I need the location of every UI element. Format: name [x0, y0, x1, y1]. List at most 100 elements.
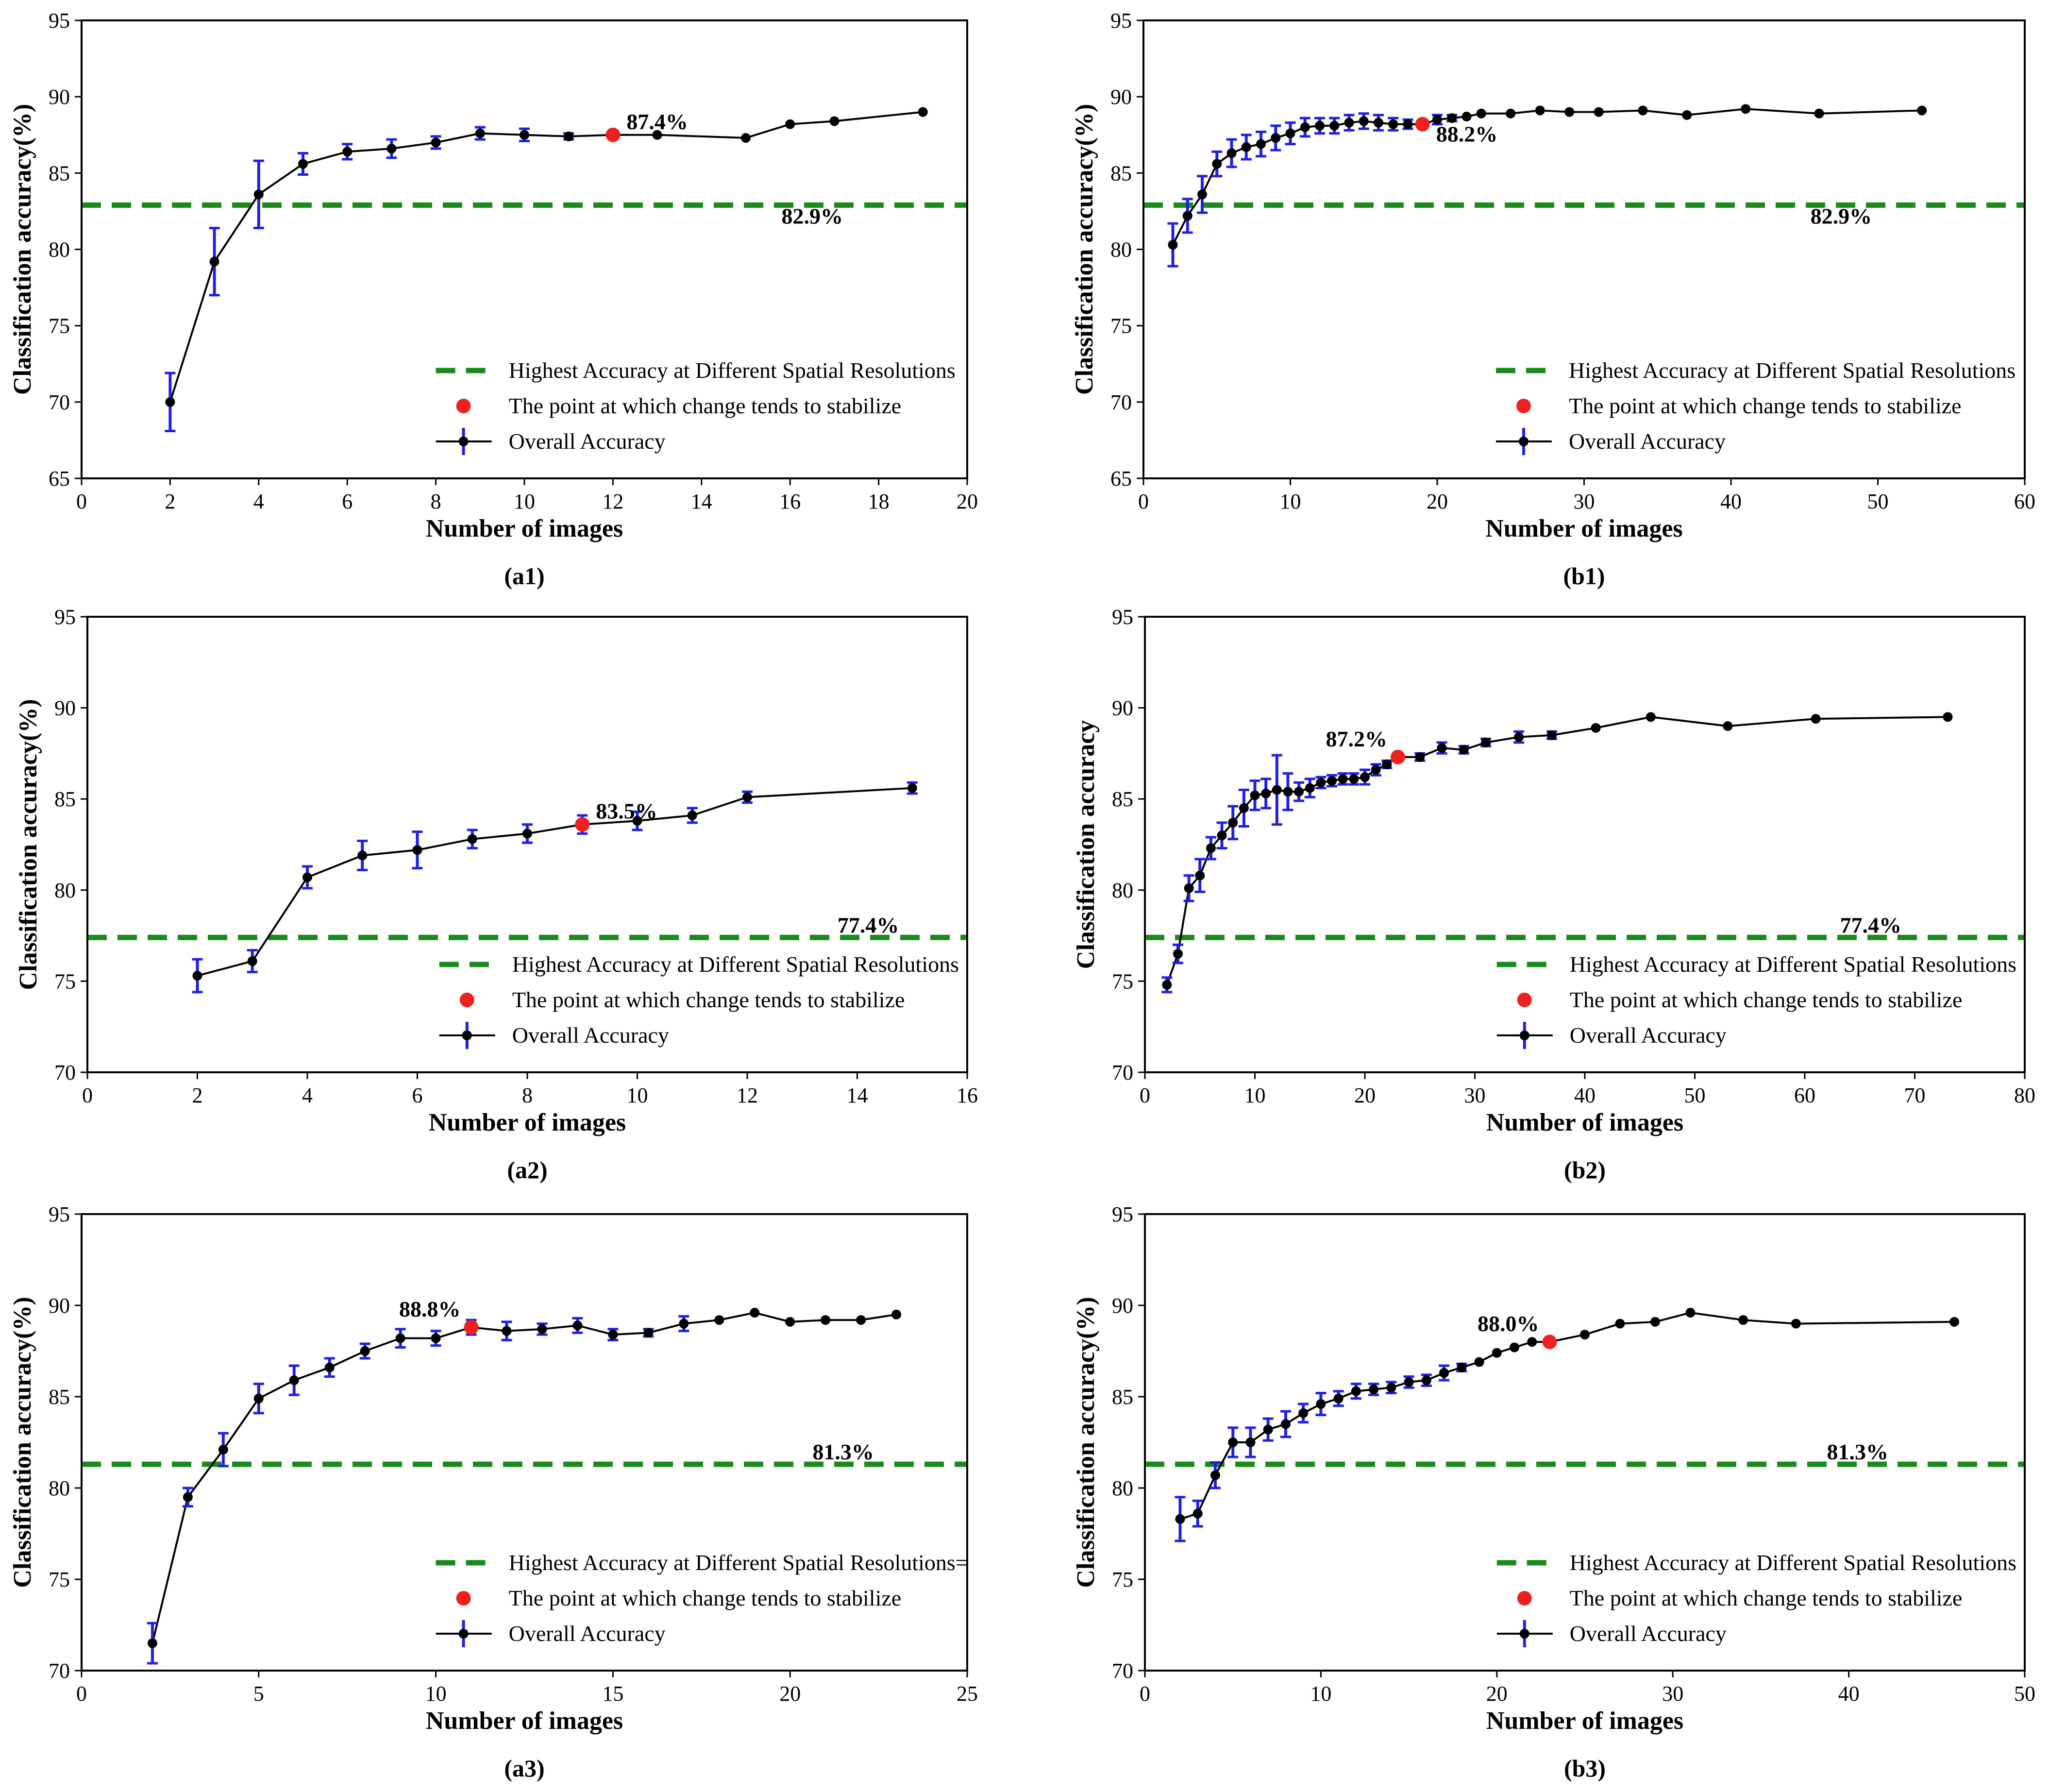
x-tick-label: 20 [1486, 1682, 1508, 1706]
legend-stable-label: The point at which change tends to stabi… [512, 987, 905, 1012]
y-tick-label: 75 [1110, 314, 1132, 338]
legend: Highest Accuracy at Different Spatial Re… [436, 1550, 968, 1647]
data-point [1305, 783, 1315, 793]
x-tick-label: 60 [1794, 1083, 1815, 1107]
y-tick-label: 80 [54, 879, 76, 902]
data-point [564, 131, 574, 141]
stable-point-label: 87.4% [626, 109, 688, 134]
legend-overall-marker [458, 437, 469, 446]
data-point [1682, 110, 1692, 120]
data-point [1226, 148, 1237, 158]
reference-line-label: 82.9% [1811, 203, 1872, 228]
x-tick-label: 30 [1574, 490, 1595, 513]
stable-point [1415, 117, 1430, 132]
legend: Highest Accuracy at Different Spatial Re… [436, 358, 956, 455]
series-line [197, 787, 912, 977]
data-point [1738, 1315, 1748, 1325]
y-tick-label: 80 [1112, 879, 1133, 902]
y-tick-label: 65 [49, 467, 70, 490]
panel-label: (a2) [507, 1156, 547, 1183]
data-point [821, 1315, 831, 1325]
y-tick-label: 90 [1110, 85, 1132, 109]
x-tick-label: 4 [302, 1083, 313, 1107]
series-line [169, 111, 924, 403]
data-point [741, 133, 751, 143]
data-point [679, 1319, 689, 1329]
data-point [1360, 772, 1370, 782]
data-point [1492, 1348, 1502, 1358]
data-point [1369, 1384, 1379, 1394]
legend-stable-label: The point at which change tends to stabi… [1569, 393, 1962, 418]
data-point [1162, 980, 1172, 990]
data-point [502, 1326, 512, 1336]
data-point [1349, 774, 1359, 784]
x-tick-label: 6 [412, 1083, 423, 1107]
data-point [1459, 744, 1469, 755]
x-tick-label: 50 [2014, 1682, 2035, 1706]
legend-stable-swatch [1517, 993, 1532, 1007]
x-tick-label: 18 [868, 490, 890, 513]
data-point [1510, 1342, 1520, 1352]
data-point [1514, 732, 1524, 742]
x-tick-label: 6 [342, 490, 353, 513]
legend-stable-swatch [1517, 1591, 1532, 1606]
data-point [608, 1330, 618, 1340]
y-axis-label: Classification accuracy [1072, 720, 1100, 969]
y-tick-label: 80 [49, 238, 70, 262]
data-point [1474, 1357, 1484, 1367]
x-tick-label: 12 [602, 490, 623, 513]
y-tick-label: 95 [54, 605, 76, 629]
legend-stable-swatch [459, 993, 474, 1007]
y-tick-label: 75 [1112, 1568, 1133, 1591]
x-tick-label: 20 [779, 1682, 801, 1706]
legend-stable-swatch [456, 1591, 471, 1606]
y-tick-label: 80 [1112, 1476, 1133, 1500]
data-point [1228, 1437, 1238, 1447]
data-point [572, 1320, 583, 1331]
data-point [253, 189, 264, 200]
chart-panel-a1: 0 2 4 6 8 10 12 14 16 18 20 65 70 75 80 85 90 95 Number of… [9, 9, 978, 590]
stable-point-label: 87.2% [1326, 727, 1387, 751]
data-point [1316, 1399, 1326, 1409]
data-point [714, 1315, 724, 1325]
data-point [1175, 1514, 1185, 1524]
y-tick-label: 95 [1112, 605, 1133, 629]
y-axis-label: Classification accuracy(%) [9, 1297, 36, 1588]
data-point [520, 130, 529, 140]
data-point [687, 810, 697, 820]
stable-point-label: 88.2% [1436, 122, 1498, 147]
stable-point [605, 127, 621, 142]
x-tick-label: 0 [1140, 1682, 1150, 1706]
data-point [1192, 1508, 1203, 1519]
x-tick-label: 60 [2014, 490, 2035, 513]
data-point [1351, 1386, 1361, 1396]
panel-label: (b1) [1563, 562, 1605, 590]
data-point [522, 828, 532, 839]
series-line [1166, 716, 1948, 985]
legend-overall-marker [1519, 437, 1528, 446]
y-axis-label: Classification accuracy(%) [1072, 1297, 1100, 1588]
y-tick-label: 70 [49, 1659, 70, 1683]
data-point [1338, 774, 1348, 784]
data-point [742, 792, 752, 802]
data-point [1241, 142, 1251, 152]
data-point [1245, 1437, 1256, 1447]
data-point [1476, 108, 1486, 118]
data-point [907, 783, 917, 793]
data-point [1300, 122, 1310, 133]
data-point [1723, 721, 1733, 731]
x-tick-label: 2 [165, 490, 175, 513]
x-tick-label: 50 [1867, 490, 1889, 513]
x-tick-label: 40 [1838, 1682, 1860, 1706]
data-point [1263, 1424, 1273, 1435]
reference-line-label: 77.4% [838, 913, 899, 937]
data-point [1461, 112, 1472, 122]
data-point [1949, 1317, 1960, 1327]
data-point [1811, 714, 1821, 724]
data-point [1359, 116, 1369, 126]
x-tick-label: 14 [691, 490, 712, 513]
y-tick-label: 95 [49, 1202, 70, 1226]
x-axis-label: Number of images [1486, 1707, 1683, 1735]
legend-overall-marker [458, 1629, 469, 1639]
